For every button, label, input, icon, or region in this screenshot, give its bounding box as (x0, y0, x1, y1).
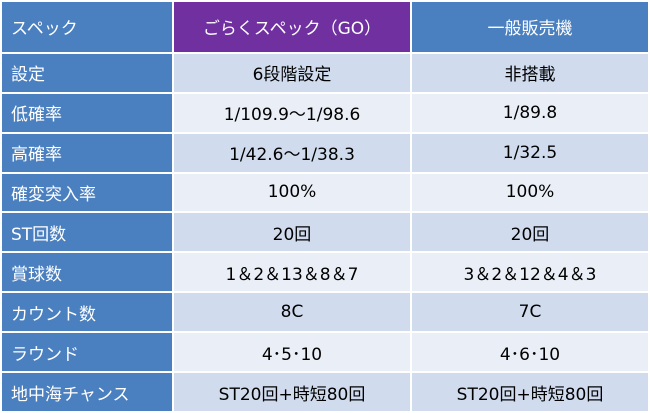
row-label: 高確率 (2, 133, 172, 172)
cell-general: 4･6･10 (412, 333, 648, 372)
row-label: 賞球数 (2, 253, 172, 292)
cell-general: 1/89.8 (412, 93, 648, 132)
row-label: 低確率 (2, 93, 172, 132)
cell-go: 100% (174, 173, 410, 212)
cell-go: ST20回+時短80回 (174, 373, 410, 411)
table-row-prize-balls: 賞球数 1＆2＆13＆8＆7 3＆2＆12＆4＆3 (2, 253, 648, 292)
table-row-st-count: ST回数 20回 20回 (2, 213, 648, 252)
header-spec-label: スペック (2, 2, 172, 52)
cell-go: 1/109.9～1/98.6 (174, 93, 410, 132)
row-label: 設定 (2, 53, 172, 92)
header-gorak-spec: ごらくスペック（GO） (174, 2, 410, 52)
row-label: 確変突入率 (2, 173, 172, 212)
cell-general: 7C (412, 293, 648, 332)
cell-go: 1＆2＆13＆8＆7 (174, 253, 410, 292)
table-row-low-probability: 低確率 1/109.9～1/98.6 1/89.8 (2, 93, 648, 132)
table-row-mediterranean-chance: 地中海チャンス ST20回+時短80回 ST20回+時短80回 (2, 373, 648, 411)
cell-general: 100% (412, 173, 648, 212)
row-label: カウント数 (2, 293, 172, 332)
cell-general: ST20回+時短80回 (412, 373, 648, 411)
cell-go: 20回 (174, 213, 410, 252)
cell-general: 3＆2＆12＆4＆3 (412, 253, 648, 292)
cell-go: 6段階設定 (174, 53, 410, 92)
table-header-row: スペック ごらくスペック（GO） 一般販売機 (2, 2, 648, 52)
table-row-high-probability: 高確率 1/42.6～1/38.3 1/32.5 (2, 133, 648, 172)
cell-general: 非搭載 (412, 53, 648, 92)
cell-go: 8C (174, 293, 410, 332)
row-label: ST回数 (2, 213, 172, 252)
cell-general: 20回 (412, 213, 648, 252)
cell-go: 1/42.6～1/38.3 (174, 133, 410, 172)
table-row-rounds: ラウンド 4･5･10 4･6･10 (2, 333, 648, 372)
cell-general: 1/32.5 (412, 133, 648, 172)
row-label: ラウンド (2, 333, 172, 372)
table-row-count: カウント数 8C 7C (2, 293, 648, 332)
table-row-setting: 設定 6段階設定 非搭載 (2, 53, 648, 92)
cell-go: 4･5･10 (174, 333, 410, 372)
row-label: 地中海チャンス (2, 373, 172, 411)
table-row-kakuhen-rate: 確変突入率 100% 100% (2, 173, 648, 212)
header-general-machine: 一般販売機 (412, 2, 648, 52)
